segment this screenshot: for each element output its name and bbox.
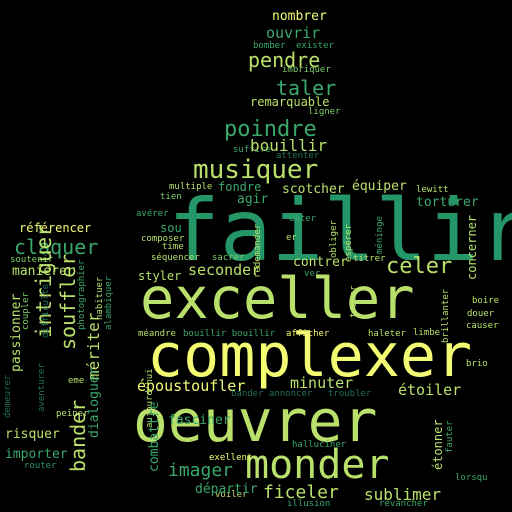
word-attenter: attenter xyxy=(276,151,320,161)
word-lewitt: lewitt xyxy=(416,185,449,195)
word-soutenir: soutenir xyxy=(10,255,54,265)
word-limbe: limbe xyxy=(413,328,441,338)
word-fondre: fondre xyxy=(218,180,262,194)
word-pendre: pendre xyxy=(248,48,321,72)
word-poindre: poindre xyxy=(224,117,317,142)
word-bomber: bomber xyxy=(253,41,286,51)
word-taler: taler xyxy=(276,76,337,100)
word-imager: imager xyxy=(168,460,234,481)
word-meandre: méandre xyxy=(138,329,176,339)
word-peiner: peiner xyxy=(56,409,89,419)
word-exister: exister xyxy=(296,41,334,51)
word-lorsqu: lorsqu xyxy=(455,473,488,483)
word-obliger: obliger xyxy=(329,220,339,258)
word-imbriquer: imbriquer xyxy=(282,65,331,75)
word-eme: eme xyxy=(68,376,85,386)
word-sublimer: sublimer xyxy=(364,485,442,504)
word-alambiquer: alambiquer xyxy=(104,275,114,330)
word-time: time xyxy=(162,242,184,252)
word-nombrer: nombrer xyxy=(272,9,327,24)
word-illusion: illusion xyxy=(287,499,331,509)
word-er: er xyxy=(286,233,297,243)
word-revancher: revancher xyxy=(379,499,428,509)
word-photographier: photographier xyxy=(77,259,87,330)
word-coupler: coupler xyxy=(21,292,31,330)
word-combattre: combattre xyxy=(147,401,162,472)
word-souffler: souffler xyxy=(56,253,80,350)
word-faillir: faillir xyxy=(168,181,512,281)
word-dater: dater xyxy=(289,214,317,224)
word-claquer: claquer xyxy=(14,235,99,259)
word-sacrer: sacrer xyxy=(212,253,245,263)
word-bander-annoncer: bander annoncer xyxy=(231,389,313,399)
word-agir: agir xyxy=(237,192,269,207)
word-haleter: haleter xyxy=(368,329,406,339)
word-fauter: fauter xyxy=(445,420,455,453)
word-tien: tien xyxy=(160,192,182,202)
word-ver: ver xyxy=(304,269,321,279)
word-sou: sou xyxy=(160,221,182,235)
word-maniere: maniérer xyxy=(12,264,75,279)
word-ficeler: ficeler xyxy=(263,482,339,503)
word-epoustoufler: époustoufler xyxy=(137,377,246,395)
word-tramer: tramer xyxy=(349,285,359,318)
word-concerner: concerner xyxy=(465,214,479,280)
word-brio: brio xyxy=(466,359,488,369)
word-complexer: complexer xyxy=(147,321,473,391)
word-ligner: ligner xyxy=(308,107,341,117)
word-afficher: afficher xyxy=(286,329,330,339)
word-douer: douer xyxy=(467,309,495,319)
word-risquer: risquer xyxy=(5,427,60,442)
word-referencer: référencer xyxy=(19,221,92,235)
word-equiper: équiper xyxy=(352,179,407,194)
word-styler: styler xyxy=(138,269,182,283)
word-torturer: torturer xyxy=(416,195,479,210)
word-meninge: méninge xyxy=(375,216,385,254)
word-celer: celer xyxy=(386,254,453,279)
word-difficulte: difficulté xyxy=(41,283,51,338)
word-fasciner: fasciner xyxy=(168,413,231,428)
word-troubler: troubler xyxy=(328,389,372,399)
word-sequencer: séquencer xyxy=(151,253,200,263)
word-exceller: exceller xyxy=(140,266,415,332)
word-departir: départir xyxy=(195,482,258,497)
word-composer: composer xyxy=(141,234,185,244)
word-importer: importer xyxy=(5,447,68,462)
word-minuter: minuter xyxy=(290,374,354,392)
word-ouvrir: ouvrir xyxy=(266,24,321,42)
word-titrer: titrer xyxy=(353,254,386,264)
word-scotcher: scotcher xyxy=(282,182,345,197)
word-boire: boire xyxy=(472,296,500,306)
word-averer: avérer xyxy=(136,209,169,219)
word-aventurer: aventurer xyxy=(37,363,47,412)
word-remarquable: remarquable xyxy=(250,95,330,109)
word-etonner: étonner xyxy=(431,419,445,470)
word-dialoguer: dialoguer xyxy=(87,367,102,438)
word-etoiler: étoiler xyxy=(398,381,462,399)
word-oeuvrer: oeuvrer xyxy=(133,387,378,455)
word-exellent: exellent xyxy=(209,453,253,463)
word-bouillir-bouillir: bouillir bouillir xyxy=(183,329,276,339)
word-halluciner: halluciner xyxy=(292,440,347,450)
word-causer: causer xyxy=(466,321,499,331)
word-monder: monder xyxy=(245,442,390,488)
word-voiler: voiler xyxy=(215,490,248,500)
word-seconder: seconder xyxy=(188,261,261,279)
word-musiquer: musiquer xyxy=(193,155,319,185)
word-contrer: contrer xyxy=(293,255,348,270)
word-suffire: suffire xyxy=(233,145,271,155)
word-demeurer: demeurer xyxy=(3,374,13,418)
word-router: router xyxy=(24,461,57,471)
word-bouillir: bouillir xyxy=(250,136,328,155)
word-multiple: multiple xyxy=(169,182,213,192)
